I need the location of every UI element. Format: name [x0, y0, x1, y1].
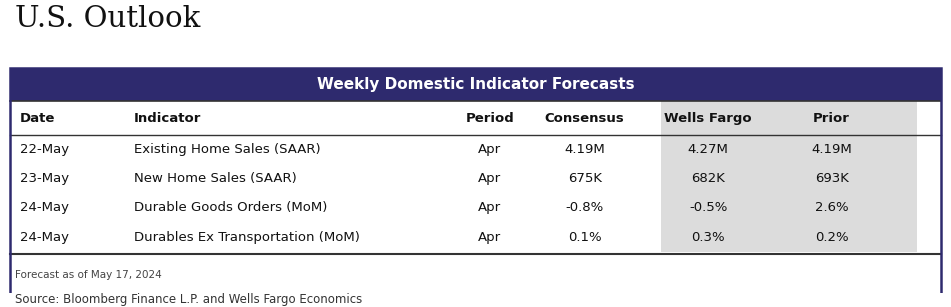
Text: Source: Bloomberg Finance L.P. and Wells Fargo Economics: Source: Bloomberg Finance L.P. and Wells… — [15, 293, 362, 306]
Bar — [661, 101, 917, 135]
Text: 675K: 675K — [568, 172, 602, 185]
Bar — [10, 68, 941, 101]
Text: 682K: 682K — [691, 172, 725, 185]
Text: 24-May: 24-May — [20, 201, 68, 215]
Text: 4.19M: 4.19M — [811, 143, 852, 156]
Text: 23-May: 23-May — [20, 172, 68, 185]
Text: Durable Goods Orders (MoM): Durable Goods Orders (MoM) — [134, 201, 327, 215]
Text: Period: Period — [465, 112, 514, 125]
Text: Prior: Prior — [813, 112, 850, 125]
Text: Durables Ex Transportation (MoM): Durables Ex Transportation (MoM) — [134, 231, 359, 244]
Text: 22-May: 22-May — [20, 143, 68, 156]
Text: Weekly Domestic Indicator Forecasts: Weekly Domestic Indicator Forecasts — [317, 77, 634, 92]
Text: 2.6%: 2.6% — [815, 201, 848, 215]
Text: 4.27M: 4.27M — [688, 143, 728, 156]
Text: 24-May: 24-May — [20, 231, 68, 244]
Text: 4.19M: 4.19M — [564, 143, 605, 156]
Text: New Home Sales (SAAR): New Home Sales (SAAR) — [134, 172, 297, 185]
Text: Apr: Apr — [478, 231, 501, 244]
Text: Existing Home Sales (SAAR): Existing Home Sales (SAAR) — [134, 143, 320, 156]
Text: 693K: 693K — [815, 172, 848, 185]
Text: Date: Date — [20, 112, 55, 125]
Text: U.S. Outlook: U.S. Outlook — [15, 5, 201, 33]
Text: Consensus: Consensus — [545, 112, 625, 125]
Text: -0.8%: -0.8% — [566, 201, 604, 215]
Text: Forecast as of May 17, 2024: Forecast as of May 17, 2024 — [15, 270, 162, 280]
Text: Apr: Apr — [478, 201, 501, 215]
Text: 0.1%: 0.1% — [568, 231, 602, 244]
Text: Indicator: Indicator — [134, 112, 201, 125]
Text: Apr: Apr — [478, 143, 501, 156]
Bar — [661, 135, 917, 252]
Text: Apr: Apr — [478, 172, 501, 185]
Text: Wells Fargo: Wells Fargo — [665, 112, 752, 125]
Text: -0.5%: -0.5% — [689, 201, 728, 215]
Text: 0.3%: 0.3% — [691, 231, 725, 244]
Text: 0.2%: 0.2% — [815, 231, 848, 244]
